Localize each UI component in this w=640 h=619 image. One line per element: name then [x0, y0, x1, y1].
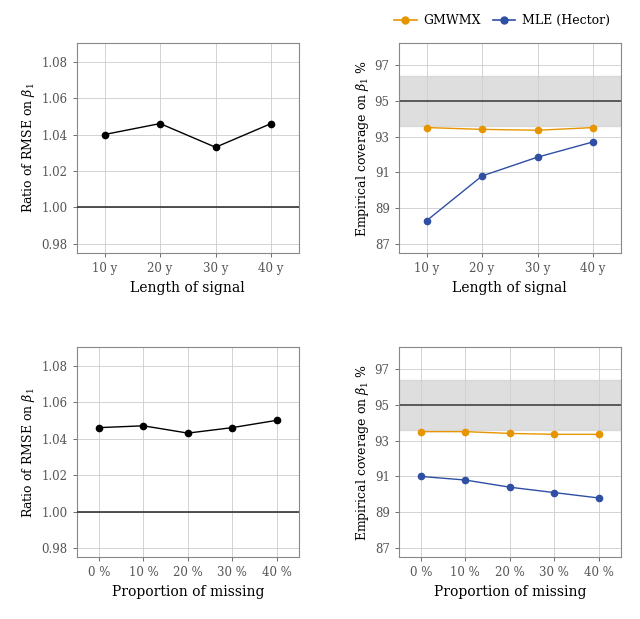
X-axis label: Proportion of missing: Proportion of missing: [111, 585, 264, 599]
Y-axis label: Ratio of RMSE on $\beta_1$: Ratio of RMSE on $\beta_1$: [20, 83, 38, 214]
Y-axis label: Ratio of RMSE on $\beta_1$: Ratio of RMSE on $\beta_1$: [20, 387, 38, 517]
X-axis label: Proportion of missing: Proportion of missing: [433, 585, 586, 599]
Y-axis label: Empirical coverage on $\beta_1$ %: Empirical coverage on $\beta_1$ %: [353, 364, 371, 541]
Y-axis label: Empirical coverage on $\beta_1$ %: Empirical coverage on $\beta_1$ %: [353, 59, 371, 236]
Bar: [399, 379, 621, 430]
Bar: [399, 76, 621, 126]
Legend: GMWMX, MLE (Hector): GMWMX, MLE (Hector): [389, 9, 614, 32]
X-axis label: Length of signal: Length of signal: [452, 280, 567, 295]
X-axis label: Length of signal: Length of signal: [131, 280, 245, 295]
